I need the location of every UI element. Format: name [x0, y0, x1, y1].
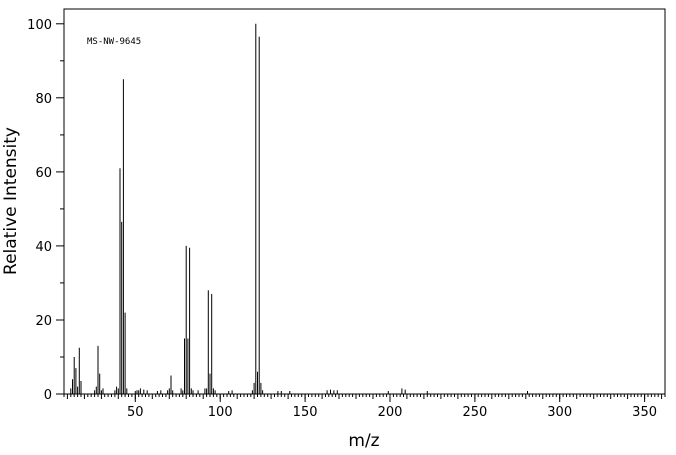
x-tick-label: 50 [127, 405, 144, 420]
x-tick-label: 100 [208, 405, 233, 420]
y-tick-label: 20 [35, 314, 52, 329]
y-tick-label: 80 [35, 92, 52, 107]
x-minor-ticks [63, 394, 666, 399]
y-tick-label: 100 [27, 18, 52, 33]
y-tick-label: 0 [44, 388, 52, 403]
x-axis-label: m/z [348, 431, 379, 451]
plot-frame [63, 8, 666, 395]
y-axis-ticks: 0 20 40 60 80 100 [27, 18, 64, 403]
x-tick-label: 200 [378, 405, 403, 420]
x-tick-label: 150 [293, 405, 318, 420]
x-axis-ticks: 50 100 150 200 250 300 350 [127, 394, 657, 420]
y-tick-label: 60 [35, 166, 52, 181]
x-tick-label: 350 [632, 405, 657, 420]
x-tick-label: 250 [462, 405, 487, 420]
spectrum-annotation: MS-NW-9645 [87, 37, 141, 47]
y-tick-label: 40 [35, 240, 52, 255]
peak-group [70, 23, 528, 394]
x-tick-label: 300 [547, 405, 572, 420]
y-axis-label: Relative Intensity [1, 127, 21, 275]
